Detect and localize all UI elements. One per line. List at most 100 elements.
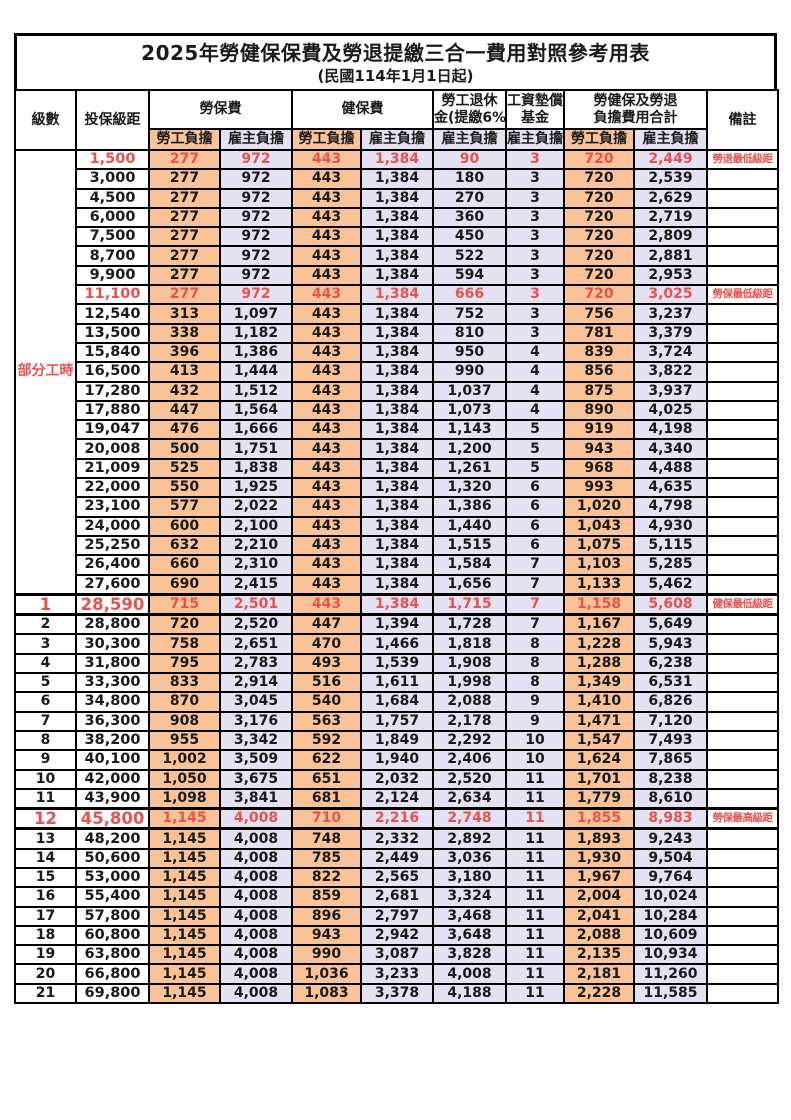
cell-wage-fund-employer: 11 <box>505 847 565 869</box>
cell-health-employer: 1,757 <box>360 710 434 732</box>
cell-total-employer: 8,610 <box>633 787 708 810</box>
table-row: 2 28,800 720 2,520 447 1,394 1,728 7 1,167 5,649 <box>14 613 779 636</box>
cell-remark <box>706 866 779 889</box>
cell-pension-employer: 1,584 <box>432 554 507 576</box>
cell-remark <box>706 168 779 190</box>
cell-labor-employee: 1,145 <box>148 924 221 947</box>
cell-wage-fund-employer: 4 <box>505 399 565 422</box>
cell-total-employee: 1,624 <box>563 749 635 771</box>
cell-health-employee: 443 <box>291 592 362 617</box>
cell-wage-fund-employer: 11 <box>505 886 565 908</box>
cell-wage-fund-employer: 5 <box>505 419 565 441</box>
table-row: 21 69,800 1,145 4,008 1,083 3,378 4,188 11 2,228… <box>14 982 779 1005</box>
cell-total-employee: 1,133 <box>563 573 635 596</box>
cell-total-employer: 4,488 <box>633 457 708 480</box>
cell-total-employer: 3,379 <box>633 322 708 344</box>
cell-labor-employer: 2,914 <box>219 672 293 694</box>
cell-bracket: 22,000 <box>75 477 150 499</box>
cell-bracket: 34,800 <box>75 691 150 713</box>
cell-total-employer: 2,629 <box>633 187 708 209</box>
table-row: 11,100 277 972 443 1,384 666 3 720 3,025 勞保最低級距 <box>15 284 779 306</box>
cell-remark <box>706 322 779 344</box>
cell-wage-fund-employer: 4 <box>505 361 565 383</box>
cell-pension-employer: 666 <box>432 284 507 306</box>
table-body: 部分工時 1,500 277 972 443 1,384 90 3 720 2,449 勞退最低級距… <box>14 148 779 1005</box>
cell-wage-fund-employer: 8 <box>505 633 565 655</box>
cell-labor-employee: 1,145 <box>148 866 221 889</box>
cell-health-employee: 493 <box>291 652 362 675</box>
cell-bracket: 28,800 <box>75 613 150 636</box>
header-pension-line2: 金(提繳6%) <box>434 109 506 126</box>
cell-health-employer: 2,681 <box>360 886 434 908</box>
cell-total-employer: 3,724 <box>633 341 708 364</box>
cell-labor-employee: 1,145 <box>148 847 221 869</box>
cell-wage-fund-employer: 3 <box>505 206 565 229</box>
cell-remark <box>706 457 779 480</box>
cell-bracket: 38,200 <box>75 729 150 752</box>
cell-wage-fund-employer: 8 <box>505 672 565 694</box>
cell-wage-fund-employer: 11 <box>505 787 565 810</box>
cell-labor-employee: 795 <box>148 652 221 675</box>
cell-bracket: 12,540 <box>75 303 150 325</box>
cell-health-employee: 443 <box>291 419 362 441</box>
cell-health-employer: 1,384 <box>360 573 434 596</box>
cell-health-employer: 2,216 <box>360 807 434 831</box>
cell-labor-employer: 4,008 <box>219 807 293 831</box>
cell-bracket: 27,600 <box>75 573 150 596</box>
cell-health-employee: 896 <box>291 905 362 927</box>
cell-health-employee: 563 <box>291 710 362 732</box>
cell-remark <box>706 982 779 1005</box>
row-group-label: 部分工時 <box>14 148 77 596</box>
subheader-total-employer: 雇主負擔 <box>633 128 708 151</box>
cell-total-employer: 4,340 <box>633 438 708 460</box>
cell-labor-employee: 432 <box>148 380 221 402</box>
cell-total-employee: 968 <box>563 457 635 480</box>
cell-labor-employee: 1,145 <box>148 944 221 966</box>
cell-level: 2 <box>14 613 77 636</box>
header-total: 勞健保及勞退 負擔費用合計 <box>563 89 708 130</box>
cell-total-employee: 720 <box>563 264 635 287</box>
cell-level: 21 <box>14 982 77 1005</box>
cell-labor-employer: 2,783 <box>219 652 293 675</box>
cell-bracket: 17,880 <box>75 399 150 422</box>
cell-labor-employer: 2,651 <box>219 633 293 655</box>
cell-health-employer: 1,384 <box>360 206 434 229</box>
cell-total-employee: 1,167 <box>563 613 635 636</box>
cell-labor-employer: 972 <box>219 226 293 248</box>
cell-labor-employee: 600 <box>148 515 221 537</box>
cell-bracket: 24,000 <box>75 515 150 537</box>
cell-labor-employer: 1,444 <box>219 361 293 383</box>
cell-pension-employer: 810 <box>432 322 507 344</box>
cell-total-employer: 11,585 <box>633 982 708 1005</box>
table-row: 14 50,600 1,145 4,008 785 2,449 3,036 11 1,930 9,… <box>14 847 779 869</box>
cell-health-employer: 1,384 <box>360 322 434 344</box>
cell-health-employee: 443 <box>291 380 362 402</box>
cell-remark <box>706 768 779 790</box>
cell-pension-employer: 2,178 <box>432 710 507 732</box>
cell-wage-fund-employer: 9 <box>505 691 565 713</box>
cell-health-employer: 1,394 <box>360 613 434 636</box>
cell-total-employer: 5,649 <box>633 613 708 636</box>
cell-wage-fund-employer: 11 <box>505 905 565 927</box>
cell-health-employer: 1,384 <box>360 438 434 460</box>
cell-labor-employer: 972 <box>219 187 293 209</box>
cell-health-employer: 2,332 <box>360 827 434 850</box>
cell-labor-employer: 4,008 <box>219 963 293 985</box>
cell-bracket: 15,840 <box>75 341 150 364</box>
cell-health-employee: 681 <box>291 787 362 810</box>
cell-level: 15 <box>14 866 77 889</box>
cell-remark <box>706 573 779 596</box>
cell-total-employee: 1,779 <box>563 787 635 810</box>
cell-pension-employer: 1,656 <box>432 573 507 596</box>
table-header: 級數 投保級距 勞保費 健保費 勞工退休 金(提繳6%) 工資墊償 基金 勞健保及勞… <box>14 89 779 151</box>
cell-remark <box>706 245 779 267</box>
cell-labor-employer: 1,512 <box>219 380 293 402</box>
cell-labor-employer: 1,925 <box>219 477 293 499</box>
cell-bracket: 36,300 <box>75 710 150 732</box>
cell-remark <box>706 341 779 364</box>
cell-health-employer: 2,032 <box>360 768 434 790</box>
table-row: 16,500 413 1,444 443 1,384 990 4 856 3,822 <box>15 361 779 383</box>
cell-wage-fund-employer: 7 <box>505 592 565 617</box>
table-row: 4 31,800 795 2,783 493 1,539 1,908 8 1,288 6,238 <box>14 652 779 675</box>
cell-total-employer: 3,025 <box>633 284 708 306</box>
